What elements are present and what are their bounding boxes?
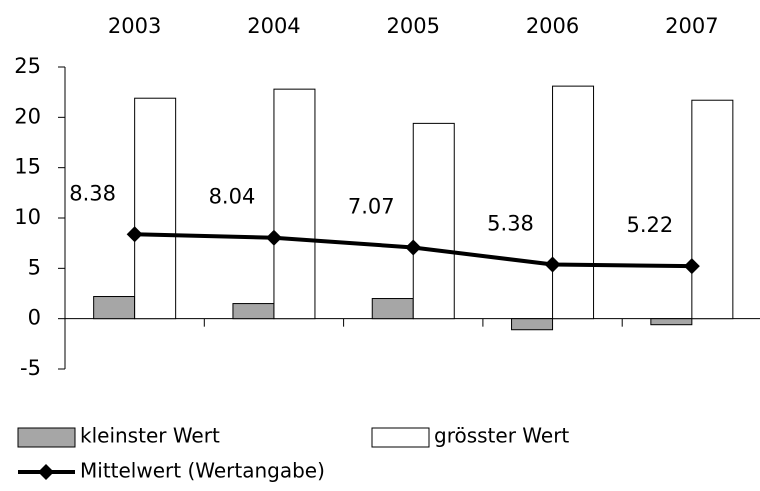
legend-swatch	[371, 427, 430, 448]
legend-label: grösster Wert	[434, 424, 569, 448]
bar	[232, 303, 275, 320]
bar	[650, 318, 693, 326]
bar	[412, 122, 455, 320]
bar	[273, 88, 316, 320]
y-tick-label: 5	[28, 255, 41, 279]
bar	[134, 97, 177, 320]
data-label: 8.04	[209, 185, 256, 209]
bar	[371, 298, 414, 320]
y-tick-label: 25	[14, 54, 41, 78]
legend-label: Mittelwert (Wertangabe)	[80, 459, 325, 483]
y-tick-label: -5	[20, 356, 41, 380]
y-tick-label: 10	[14, 205, 41, 229]
legend-swatch	[17, 427, 76, 448]
line-marker	[405, 239, 422, 256]
bar	[691, 99, 734, 320]
bar	[93, 296, 136, 320]
data-label: 8.38	[69, 181, 116, 205]
data-label: 5.38	[487, 212, 534, 236]
x-tick-label: 2003	[108, 14, 161, 38]
line-marker	[126, 226, 143, 243]
y-tick-label: 20	[14, 104, 41, 128]
x-tick-label: 2006	[526, 14, 579, 38]
line-marker	[265, 229, 282, 246]
data-label: 7.07	[348, 194, 395, 218]
line-marker	[683, 258, 700, 275]
x-tick-label: 2004	[247, 14, 300, 38]
y-tick-label: 0	[28, 306, 41, 330]
bar	[511, 318, 554, 331]
y-tick-label: 15	[14, 155, 41, 179]
legend-label: kleinster Wert	[80, 424, 220, 448]
line-marker	[544, 256, 561, 273]
x-tick-label: 2007	[665, 14, 718, 38]
data-label: 5.22	[626, 213, 673, 237]
x-tick-label: 2005	[387, 14, 440, 38]
bar	[552, 85, 595, 320]
legend-marker	[38, 464, 54, 480]
